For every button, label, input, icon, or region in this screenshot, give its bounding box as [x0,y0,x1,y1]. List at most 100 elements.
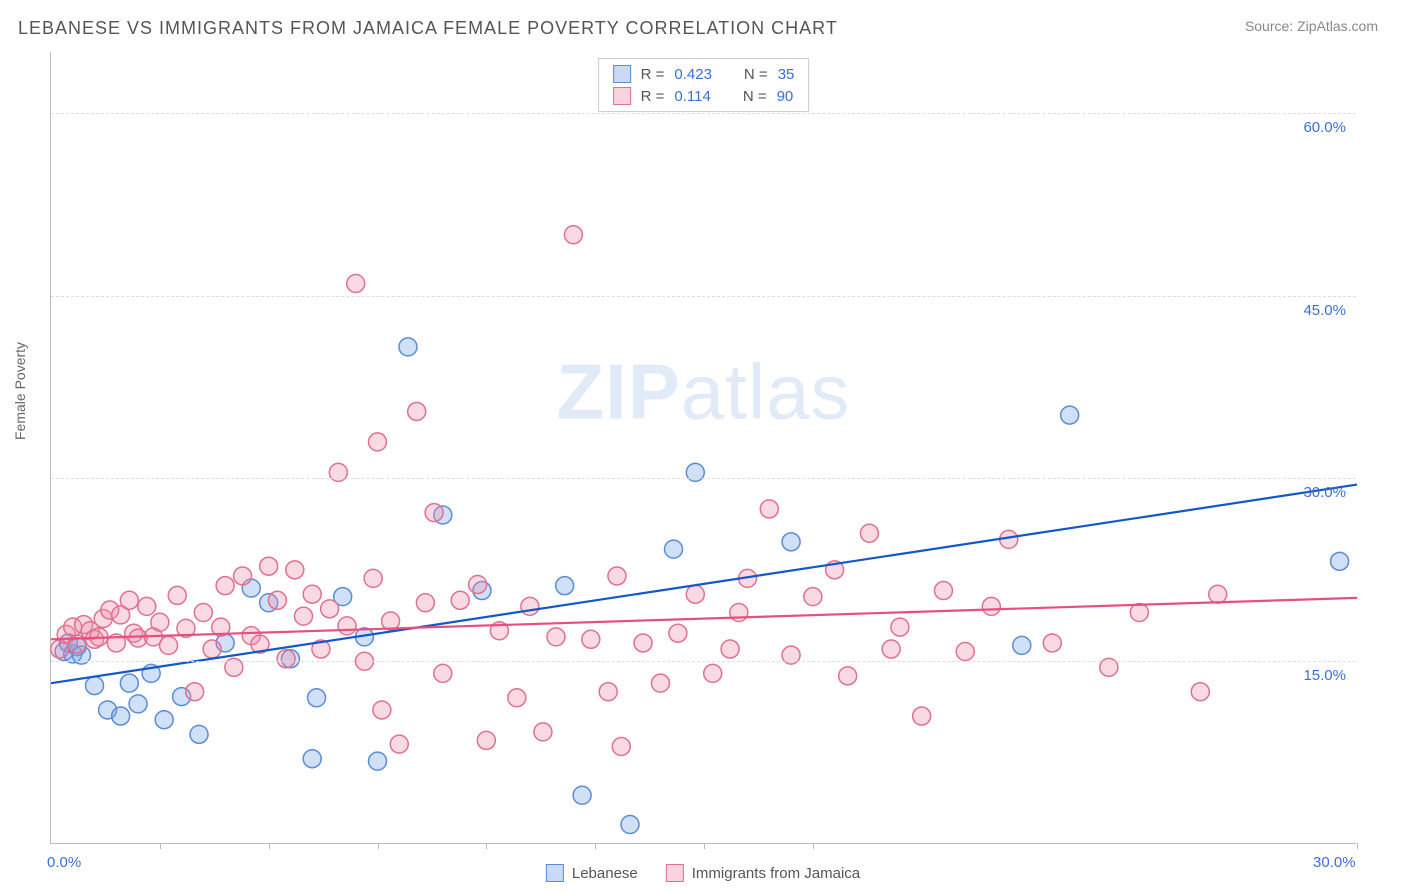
data-point [564,226,582,244]
x-tick-mark [595,843,596,849]
data-point [451,591,469,609]
data-point [408,402,426,420]
data-point [338,617,356,635]
data-point [373,701,391,719]
data-point [1191,683,1209,701]
data-point [782,533,800,551]
data-point [956,642,974,660]
data-point [608,567,626,585]
legend-swatch [613,87,631,105]
data-point [390,735,408,753]
data-point [399,338,417,356]
data-point [369,752,387,770]
x-tick-label: 30.0% [1313,854,1356,871]
data-point [521,597,539,615]
data-point [434,664,452,682]
data-point [303,750,321,768]
x-tick-mark [486,843,487,849]
data-point [416,594,434,612]
data-point [804,588,822,606]
x-tick-mark [269,843,270,849]
y-tick-label: 30.0% [1303,484,1346,501]
data-point [260,557,278,575]
correlation-legend: R = 0.423 N = 35 R =0.114N =90 [598,58,810,112]
data-point [203,640,221,658]
r-value: 0.423 [674,66,712,83]
data-point [321,600,339,618]
data-point [155,711,173,729]
r-label: R = [641,88,665,105]
legend-label: Immigrants from Jamaica [692,865,860,882]
data-point [686,585,704,603]
data-point [234,567,252,585]
data-point [364,569,382,587]
data-point [621,816,639,834]
data-point [665,540,683,558]
legend-row: R = 0.423 N = 35 [613,63,795,85]
data-point [369,433,387,451]
data-point [477,731,495,749]
gridline [51,296,1356,297]
x-tick-mark [1357,843,1358,849]
data-point [151,613,169,631]
data-point [1061,406,1079,424]
data-point [194,603,212,621]
data-point [308,689,326,707]
legend-label: Lebanese [572,865,638,882]
data-point [469,575,487,593]
n-label: N = [744,66,768,83]
data-point [168,586,186,604]
data-point [120,591,138,609]
data-point [891,618,909,636]
data-point [730,603,748,621]
data-point [277,650,295,668]
legend-item: Immigrants from Jamaica [666,864,860,882]
data-point [1209,585,1227,603]
series-legend: Lebanese Immigrants from Jamaica [546,864,860,882]
data-point [547,628,565,646]
data-point [721,640,739,658]
gridline [51,661,1356,662]
data-point [1331,552,1349,570]
data-point [216,577,234,595]
data-point [860,524,878,542]
r-label: R = [641,66,665,83]
legend-row: R =0.114N =90 [613,85,795,107]
x-tick-mark [378,843,379,849]
data-point [839,667,857,685]
data-point [913,707,931,725]
data-point [112,707,130,725]
x-tick-mark [813,843,814,849]
data-point [286,561,304,579]
data-point [651,674,669,692]
data-point [982,597,1000,615]
data-point [582,630,600,648]
data-point [1043,634,1061,652]
data-point [1013,636,1031,654]
data-point [347,275,365,293]
legend-swatch [613,65,631,83]
regression-line [51,598,1357,639]
data-point [425,504,443,522]
data-point [760,500,778,518]
data-point [129,695,147,713]
data-point [704,664,722,682]
data-point [556,577,574,595]
scatter-svg [51,52,1356,843]
x-tick-label: 0.0% [47,854,81,871]
data-point [120,674,138,692]
gridline [51,478,1356,479]
legend-swatch [666,864,684,882]
data-point [573,786,591,804]
data-point [612,738,630,756]
data-point [934,582,952,600]
n-value: 90 [777,88,794,105]
data-point [669,624,687,642]
n-value: 35 [778,66,795,83]
data-point [1130,603,1148,621]
data-point [534,723,552,741]
data-point [190,725,208,743]
data-point [508,689,526,707]
y-tick-label: 15.0% [1303,667,1346,684]
data-point [86,677,104,695]
